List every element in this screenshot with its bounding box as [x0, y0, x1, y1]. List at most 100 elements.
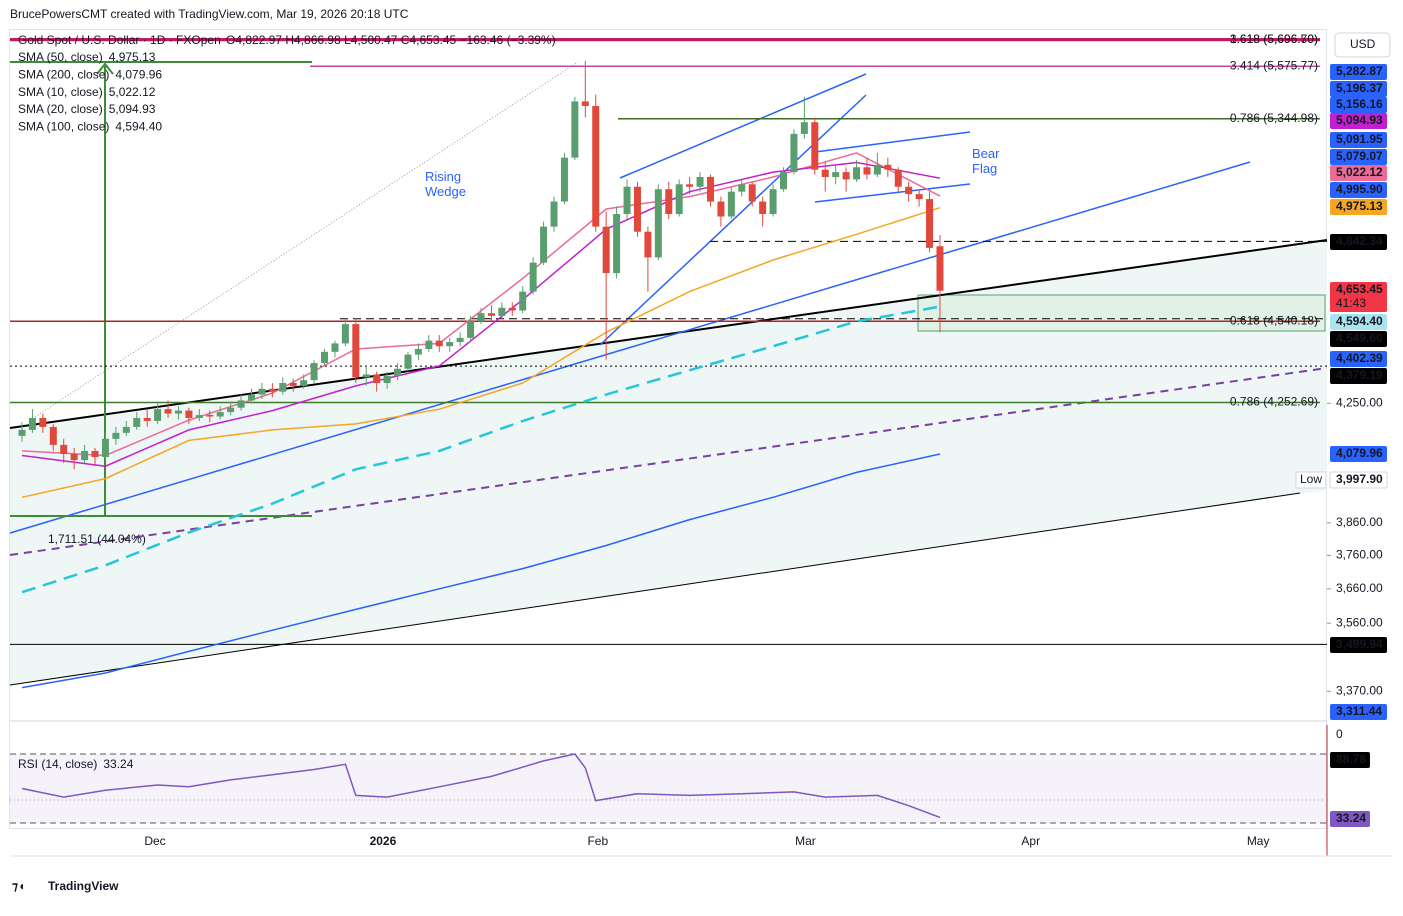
- candle-body: [101, 438, 109, 458]
- candle-body: [717, 201, 725, 217]
- price-tag-label: 4,379.19: [1336, 368, 1383, 382]
- symbol: Gold Spot / U.S. Dollar · 1D · FXOpen: [18, 33, 221, 47]
- candle-body: [498, 307, 506, 316]
- x-tick-label: Apr: [1021, 834, 1040, 848]
- candle-body: [70, 453, 78, 461]
- rsi-name: RSI (14, close): [18, 757, 97, 771]
- candle-body: [122, 426, 130, 433]
- candle-body: [28, 417, 36, 430]
- price-tag-label: 5,156.16: [1336, 97, 1383, 111]
- candle-body: [821, 169, 829, 177]
- candle-body: [769, 189, 777, 215]
- candle-body: [581, 101, 589, 107]
- price-tag-label: 3,499.94: [1336, 637, 1383, 651]
- price-tag: [1330, 97, 1387, 113]
- legend-value: 4,975.13: [109, 50, 156, 64]
- candle-body: [623, 186, 631, 215]
- price-tag: [1330, 199, 1387, 215]
- candle-body: [394, 368, 402, 376]
- candle-body: [665, 189, 673, 215]
- candle-body: [894, 169, 902, 187]
- candle-body: [300, 380, 308, 386]
- logo-text: TradingView: [48, 879, 119, 893]
- candle-body: [383, 375, 391, 384]
- candle-body: [790, 133, 798, 173]
- rsi-tag: [1330, 752, 1370, 768]
- annotation-word: Bear: [972, 146, 1000, 161]
- sma-line: [21, 206, 941, 499]
- candle-body: [540, 226, 548, 263]
- candle-body: [341, 324, 349, 344]
- candle-body: [91, 450, 99, 458]
- price-tag: [1330, 64, 1387, 80]
- candle-body: [560, 157, 568, 202]
- candle-body: [477, 313, 485, 322]
- legend-value: 4,594.40: [115, 119, 162, 133]
- trend-dotted: [29, 61, 579, 421]
- wedge-label: Rising Wedge: [425, 169, 466, 199]
- candle-body: [268, 388, 276, 392]
- candle-body: [446, 342, 454, 347]
- rsi-tag: [1330, 811, 1370, 827]
- y-tick-label: 3,370.00: [1336, 683, 1383, 697]
- price-tag: [1330, 113, 1387, 129]
- trend-line: [9, 239, 1328, 429]
- y-tick-label: 3,560.00: [1336, 615, 1383, 629]
- candle-body: [800, 122, 808, 134]
- legend-name: SMA (50, close): [18, 50, 103, 64]
- candle-body: [529, 262, 537, 292]
- price-tag-label: 5,091.95: [1336, 132, 1383, 146]
- price-tag: [1330, 182, 1387, 198]
- candle-body: [780, 172, 788, 190]
- measure-label: 1,711.51 (44.04%): [48, 532, 146, 546]
- price-tag: [1330, 149, 1387, 165]
- fib-label: 0.618 (4,540.18): [1230, 313, 1318, 327]
- candle-body: [195, 415, 203, 418]
- price-tag-label: 5,094.93: [1336, 113, 1383, 127]
- price-tag-label: 4,975.13: [1336, 199, 1383, 213]
- candle-body: [404, 354, 412, 369]
- candle-body: [81, 450, 89, 461]
- candle-body: [759, 201, 767, 215]
- low-label: Low: [1300, 472, 1322, 486]
- price-tag-label: 4,842.34: [1336, 234, 1383, 248]
- price-tag: [1329, 471, 1388, 489]
- measure-arrowhead: [96, 62, 114, 75]
- price-tag: [1330, 234, 1387, 250]
- x-tick-label: Dec: [144, 834, 165, 848]
- price-tag: [1330, 704, 1387, 720]
- trend-line: [9, 492, 1301, 686]
- legend-name: SMA (10, close): [18, 85, 103, 99]
- candle-body: [602, 226, 610, 274]
- legend-name: SMA (100, close): [18, 119, 109, 133]
- candle-body: [133, 417, 141, 427]
- price-tag: [1330, 314, 1387, 330]
- candle-body: [39, 417, 47, 427]
- candle-body: [456, 337, 464, 343]
- countdown: 41:43: [1336, 296, 1366, 310]
- price-tag-label: 3,311.44: [1336, 704, 1382, 718]
- candle-body: [216, 412, 224, 417]
- price-tag: [1330, 351, 1387, 367]
- price-tag: [1330, 132, 1387, 148]
- price-tag-label: 4,653.45: [1336, 282, 1383, 296]
- sma-line: [21, 453, 941, 689]
- x-tick-label: May: [1247, 834, 1270, 848]
- candle-body: [112, 432, 120, 439]
- header: BrucePowersCMT created with TradingView.…: [10, 7, 409, 21]
- y-tick-label: 3,860.00: [1336, 515, 1383, 529]
- candle-body: [164, 409, 172, 414]
- price-tag: [1330, 637, 1387, 653]
- currency-button[interactable]: [1334, 32, 1391, 58]
- candle-body: [550, 201, 558, 227]
- price-tag: [1330, 368, 1387, 384]
- candle-body: [727, 191, 735, 217]
- price-tag-label: 4,079.96: [1336, 446, 1383, 460]
- candle-body: [143, 417, 151, 421]
- price-tag-label: 4,995.90: [1336, 182, 1383, 196]
- candle-body: [915, 194, 923, 200]
- low-box: [1295, 471, 1327, 489]
- candle-body: [279, 383, 287, 392]
- candle-body: [748, 184, 756, 202]
